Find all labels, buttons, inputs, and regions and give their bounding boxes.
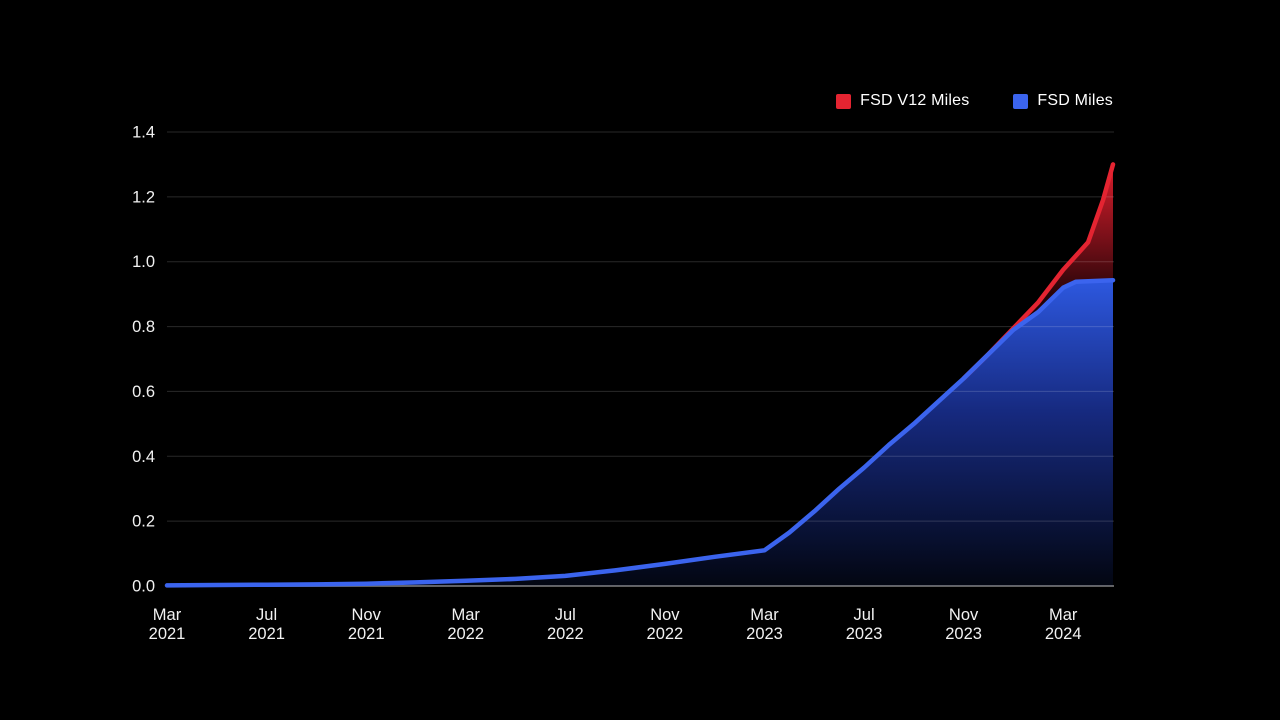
x-tick-label-month: Mar: [451, 606, 480, 624]
legend-swatch-blue-icon: [1013, 93, 1029, 109]
legend-swatch-red-icon: [836, 93, 852, 109]
x-tick-label-month: Mar: [750, 606, 779, 624]
y-tick-label: 0.2: [132, 513, 155, 531]
series-areas: [167, 164, 1113, 586]
x-tick-label-year: 2022: [547, 625, 584, 643]
x-tick-label-year: 2022: [447, 625, 484, 643]
x-tick-label-month: Jul: [854, 606, 875, 624]
legend-label-fsd-v12-miles: FSD V12 Miles: [860, 92, 970, 109]
y-tick-label: 1.2: [132, 188, 155, 206]
series-lines: [164, 162, 1116, 588]
y-tick-label: 0.0: [132, 578, 155, 596]
y-tick-label: 0.6: [132, 383, 155, 401]
fsd-miles-area: [167, 280, 1113, 586]
x-tick-label-year: 2022: [647, 625, 684, 643]
x-tick-label-month: Mar: [1049, 606, 1078, 624]
x-tick-label-month: Mar: [153, 606, 182, 624]
x-tick-label-year: 2024: [1045, 625, 1082, 643]
x-tick-label-year: 2021: [149, 625, 186, 643]
x-tick-label-year: 2023: [945, 625, 982, 643]
x-tick-label-month: Jul: [256, 606, 277, 624]
x-tick-label-year: 2023: [746, 625, 783, 643]
legend-item-fsd-miles[interactable]: FSD Miles: [1013, 92, 1113, 110]
fsd-miles-line: [164, 277, 1116, 588]
x-axis: Mar2021Jul2021Nov2021Mar2022Jul2022Nov20…: [149, 606, 1082, 643]
x-tick-label-month: Nov: [650, 606, 680, 624]
y-tick-label: 0.4: [132, 448, 155, 466]
x-tick-label-year: 2021: [348, 625, 385, 643]
x-tick-label-month: Nov: [352, 606, 382, 624]
legend-label-fsd-miles: FSD Miles: [1037, 92, 1113, 109]
x-tick-label-month: Jul: [555, 606, 576, 624]
legend-item-fsd-v12-miles[interactable]: FSD V12 Miles: [836, 92, 969, 110]
x-tick-label-year: 2023: [846, 625, 883, 643]
y-axis: 0.0 0.2 0.4 0.6 0.8 1.0 1.2 1.4: [132, 124, 155, 596]
y-tick-label: 1.0: [132, 253, 155, 271]
x-tick-label-month: Nov: [949, 606, 979, 624]
x-tick-label-year: 2021: [248, 625, 285, 643]
y-tick-label: 0.8: [132, 318, 155, 336]
y-tick-label: 1.4: [132, 124, 155, 142]
legend: FSD V12 Miles FSD Miles: [836, 92, 1113, 110]
